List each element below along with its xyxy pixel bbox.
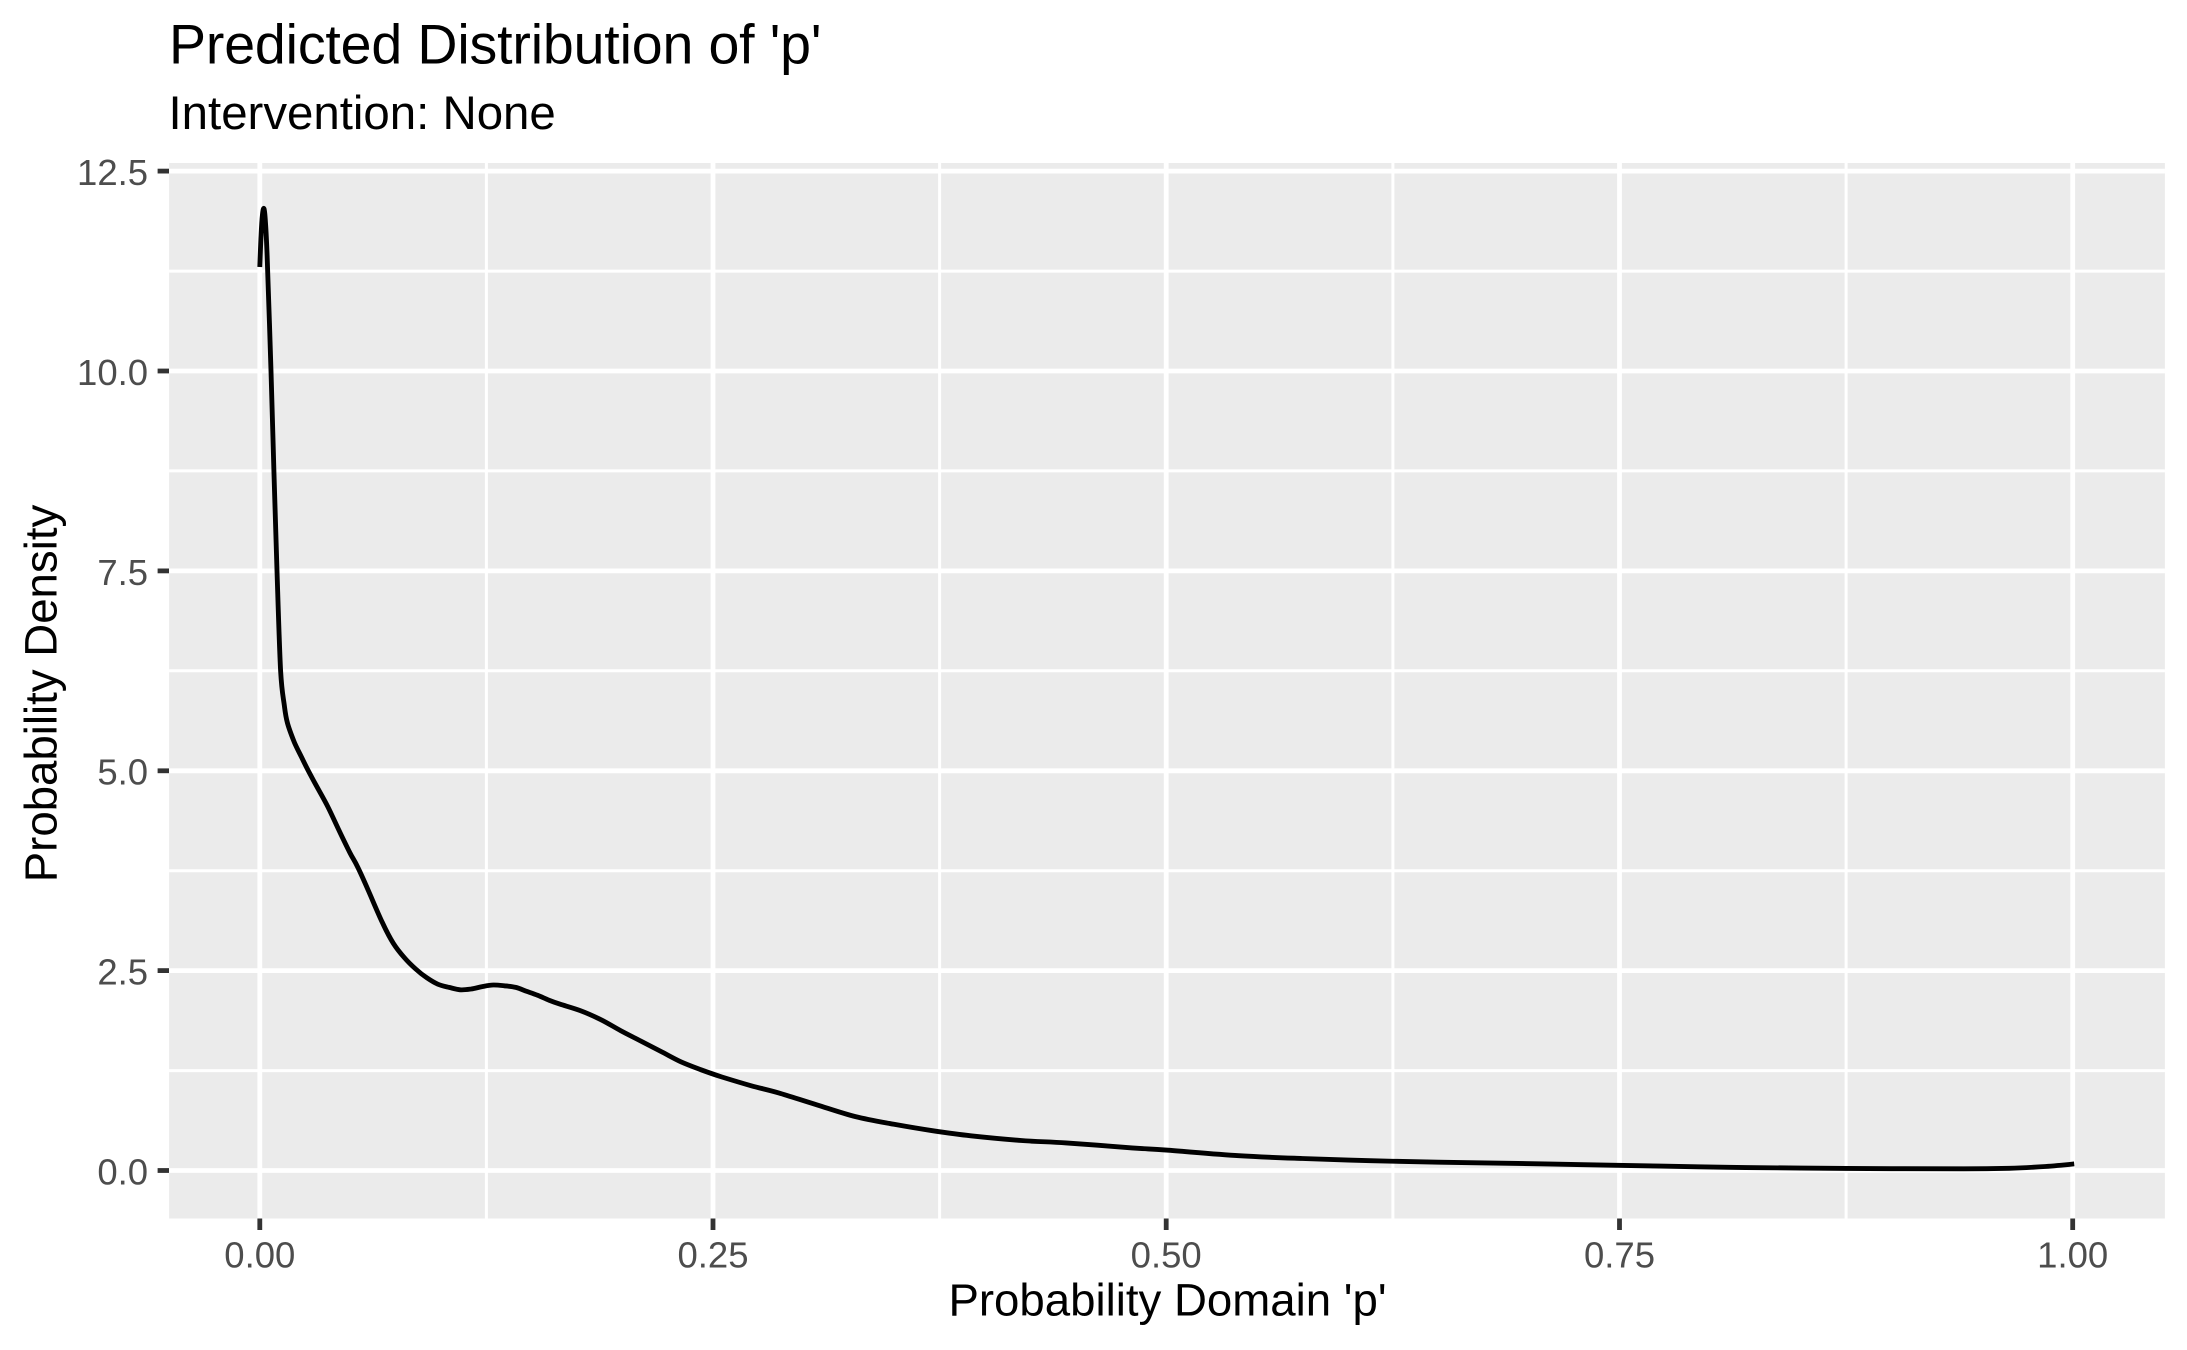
svg-text:7.5: 7.5 <box>97 552 148 593</box>
svg-text:0.25: 0.25 <box>677 1234 748 1275</box>
svg-text:2.5: 2.5 <box>97 952 148 993</box>
svg-text:10.0: 10.0 <box>77 352 148 393</box>
svg-text:0.50: 0.50 <box>1131 1234 1202 1275</box>
svg-text:Probability Domain 'p': Probability Domain 'p' <box>948 1275 1386 1326</box>
svg-text:Predicted Distribution of 'p': Predicted Distribution of 'p' <box>169 13 821 75</box>
svg-text:Intervention: None: Intervention: None <box>169 87 556 140</box>
svg-text:1.00: 1.00 <box>2037 1234 2108 1275</box>
svg-text:Probability Density: Probability Density <box>16 505 67 883</box>
svg-text:0.00: 0.00 <box>224 1234 295 1275</box>
svg-text:0.0: 0.0 <box>97 1151 148 1192</box>
svg-text:5.0: 5.0 <box>97 752 148 793</box>
svg-text:12.5: 12.5 <box>77 152 148 193</box>
svg-text:0.75: 0.75 <box>1584 1234 1655 1275</box>
